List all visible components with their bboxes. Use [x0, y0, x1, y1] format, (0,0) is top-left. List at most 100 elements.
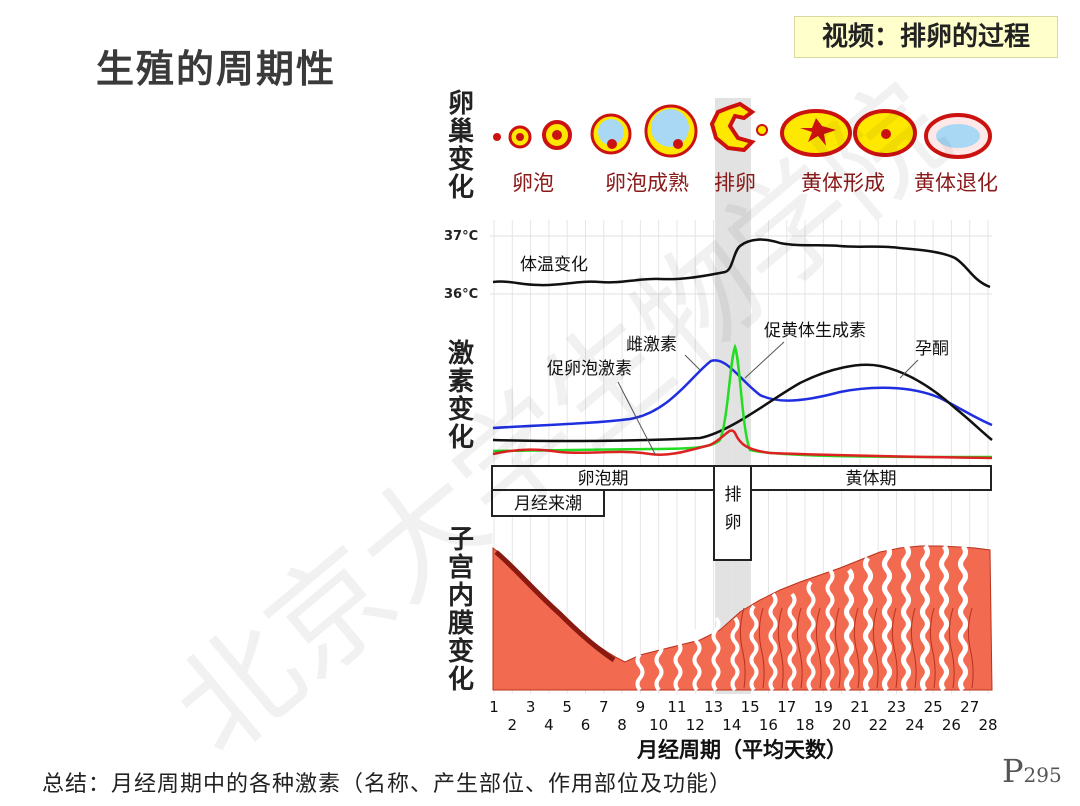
ovary-label-char: 卵 [448, 89, 474, 119]
summary-text: 总结：月经周期中的各种激素（名称、产生部位、作用部位及功能） [42, 772, 733, 797]
endometrium-vessel [891, 607, 898, 689]
progesterone-label: 孕酮 [915, 339, 949, 359]
x-tick-label: 9 [636, 698, 646, 716]
endometrium-gland [673, 640, 683, 692]
endometrium-vessel [910, 607, 917, 689]
endometrium-gland [844, 568, 854, 692]
endometrium-gland [692, 628, 702, 692]
ovulation-phase-char-1: 排 [725, 485, 742, 505]
estrogen-curve [492, 359, 993, 430]
endometrium-gland [768, 592, 778, 692]
follicular-phase-label: 卵泡期 [578, 469, 629, 489]
page-title: 生殖的周期性 [96, 47, 337, 91]
hormone-label-char: 变 [448, 394, 474, 425]
x-axis-odd-ticks: 1 3 5 7 9 11 13 15 17 19 21 23 25 27 [489, 698, 979, 716]
hormone-label-char: 激 [448, 338, 474, 369]
x-tick-label: 20 [832, 716, 851, 734]
endometrium-vessel [758, 607, 765, 689]
x-tick-label: 21 [850, 698, 869, 716]
corpus-luteum-formed [853, 109, 917, 157]
x-tick-label: 26 [942, 716, 961, 734]
corpus-luteum-forming [780, 109, 852, 157]
uterus-label-char: 变 [448, 636, 474, 667]
endometrium-gland [958, 544, 968, 692]
temp-axis-bottom: 36°C [444, 287, 478, 302]
endometrium-gland [749, 604, 759, 692]
endometrium-vessel [796, 607, 803, 689]
x-tick-label: 19 [814, 698, 833, 716]
endometrium-vessel [815, 607, 822, 689]
follicle-mature [644, 104, 698, 158]
uterus-label-char: 子 [448, 525, 474, 555]
x-tick-label: 25 [924, 698, 943, 716]
endometrium-gland [939, 544, 949, 692]
menstruation-bar [491, 489, 605, 517]
endometrium-gland [654, 640, 664, 692]
x-axis-even-ticks: 2 4 6 8 10 12 14 16 18 20 22 24 26 28 [508, 716, 998, 734]
endometrium-vessel [929, 607, 936, 689]
endometrium-shed-edge [494, 550, 616, 663]
endometrium-gland [711, 616, 721, 692]
uterus-label-char: 内 [448, 581, 474, 611]
page-prefix: P [1002, 752, 1024, 790]
endometrium-gland [920, 544, 930, 692]
temperature-label: 体温变化 [520, 255, 588, 275]
stage-label-corpus-regress: 黄体退化 [914, 171, 998, 195]
x-tick-label: 23 [887, 698, 906, 716]
endometrium-glands [635, 544, 974, 692]
endometrium-vessel [967, 607, 974, 689]
x-tick-label: 13 [704, 698, 723, 716]
temp-axis-top: 37°C [444, 229, 478, 244]
body-temperature-curve [492, 238, 991, 289]
endometrium-vessel [834, 607, 841, 689]
x-axis-label: 月经周期（平均天数） [636, 738, 847, 762]
x-tick-label: 15 [741, 698, 760, 716]
follicle-stage-3 [542, 120, 572, 150]
endometrium-gland [882, 544, 892, 692]
endometrium-vessel [948, 607, 955, 689]
estrogen-label: 雌激素 [626, 335, 677, 355]
ovulation-phase-char-2: 卵 [725, 513, 742, 533]
video-link[interactable]: 视频：排卵的过程 [794, 16, 1058, 58]
endometrium-gland [901, 544, 911, 692]
uterus-label-char: 膜 [448, 609, 474, 639]
stage-label-ovulation: 排卵 [714, 171, 756, 195]
x-tick-label: 7 [599, 698, 609, 716]
ovary-label-char: 变 [448, 144, 474, 175]
luteal-phase-label: 黄体期 [846, 469, 897, 489]
x-tick-label: 18 [795, 716, 814, 734]
fsh-curve [492, 429, 993, 460]
stage-label-corpus-forming: 黄体形成 [801, 171, 885, 195]
luteal-phase-bar [750, 465, 992, 491]
endometrium-vessel [739, 607, 746, 689]
x-tick-label: 5 [562, 698, 572, 716]
endometrium-gland [863, 556, 873, 692]
corpus-luteum-regressing [924, 113, 992, 159]
endometrium-gland [806, 580, 816, 692]
x-tick-label: 16 [759, 716, 778, 734]
follicle-stage-4 [590, 113, 632, 155]
fsh-label: 促卵泡激素 [547, 359, 632, 379]
x-tick-label: 1 [489, 698, 499, 716]
progesterone-curve [492, 363, 993, 443]
estrogen-pointer [684, 354, 701, 371]
x-tick-label: 2 [508, 716, 518, 734]
page-number: P295 [1002, 752, 1062, 790]
endometrium-gland [825, 568, 835, 692]
endometrium-gland [730, 616, 740, 692]
endometrium-gland [635, 652, 645, 692]
ovulation-band [715, 98, 751, 694]
x-tick-label: 28 [978, 716, 997, 734]
stage-label-mature: 卵泡成熟 [605, 171, 689, 195]
x-tick-label: 4 [544, 716, 554, 734]
lh-label: 促黄体生成素 [764, 321, 866, 341]
x-tick-label: 24 [905, 716, 924, 734]
x-tick-label: 14 [722, 716, 741, 734]
endometrium-vessel [853, 607, 860, 689]
x-tick-label: 8 [617, 716, 627, 734]
hormone-label-char: 化 [448, 423, 474, 453]
ovary-label-char: 化 [448, 173, 474, 203]
